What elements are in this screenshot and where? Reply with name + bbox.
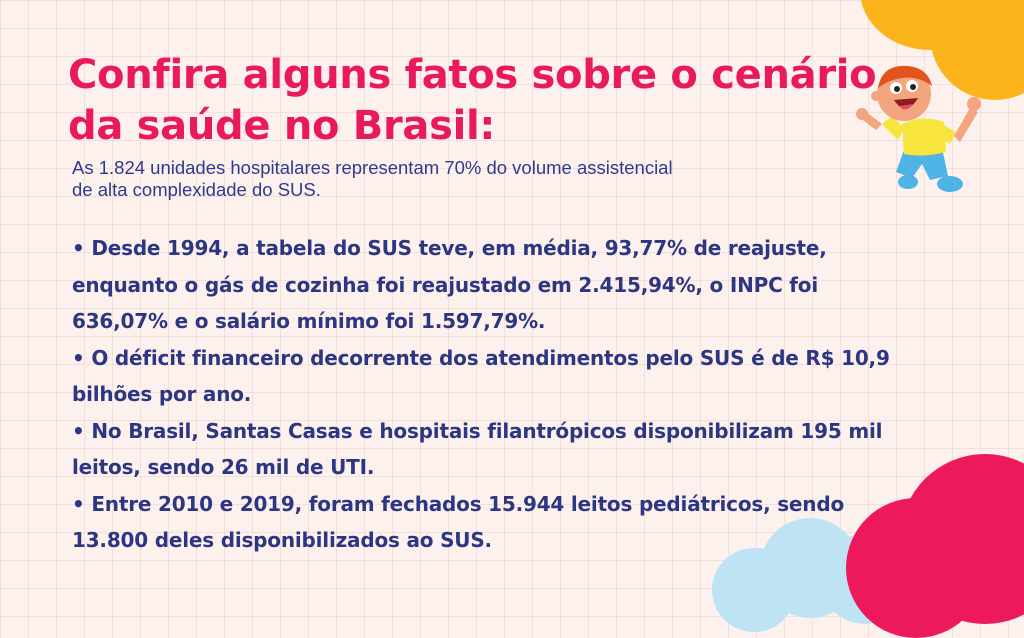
- fact-item: • No Brasil, Santas Casas e hospitais fi…: [72, 413, 1024, 486]
- fact-item: • Desde 1994, a tabela do SUS teve, em m…: [72, 230, 1024, 340]
- slide-title-line-2: da saúde no Brasil:: [68, 103, 496, 149]
- fact-line: 636,07% e o salário mínimo foi 1.597,79%…: [72, 309, 546, 333]
- fact-line: enquanto o gás de cozinha foi reajustado…: [72, 272, 819, 297]
- fact-line: • Desde 1994, a tabela do SUS teve, em m…: [72, 236, 827, 260]
- fact-line: • O déficit financeiro decorrente dos at…: [72, 345, 890, 370]
- facts-list: • Desde 1994, a tabela do SUS teve, em m…: [72, 230, 1024, 559]
- fact-line: bilhões por ano.: [72, 382, 252, 406]
- slide-title-line-1: Confira alguns fatos sobre o cenário: [68, 52, 877, 98]
- fact-line: • No Brasil, Santas Casas e hospitais fi…: [72, 418, 883, 443]
- fact-line: • Entre 2010 e 2019, foram fechados 15.9…: [72, 491, 844, 516]
- fact-line: 13.800 deles disponibilizados ao SUS.: [72, 528, 492, 552]
- slide-title: Confira alguns fatos sobre o cenário da …: [68, 50, 877, 152]
- slide-subtitle: As 1.824 unidades hospitalares represent…: [72, 157, 792, 201]
- fact-item: • Entre 2010 e 2019, foram fechados 15.9…: [72, 486, 1024, 559]
- fact-item: • O déficit financeiro decorrente dos at…: [72, 340, 1024, 413]
- subtitle-line-1: As 1.824 unidades hospitalares represent…: [72, 157, 673, 178]
- subtitle-line-2: de alta complexidade do SUS.: [72, 179, 321, 200]
- fact-line: leitos, sendo 26 mil de UTI.: [72, 455, 375, 479]
- jumping-child-illustration: [856, 65, 981, 192]
